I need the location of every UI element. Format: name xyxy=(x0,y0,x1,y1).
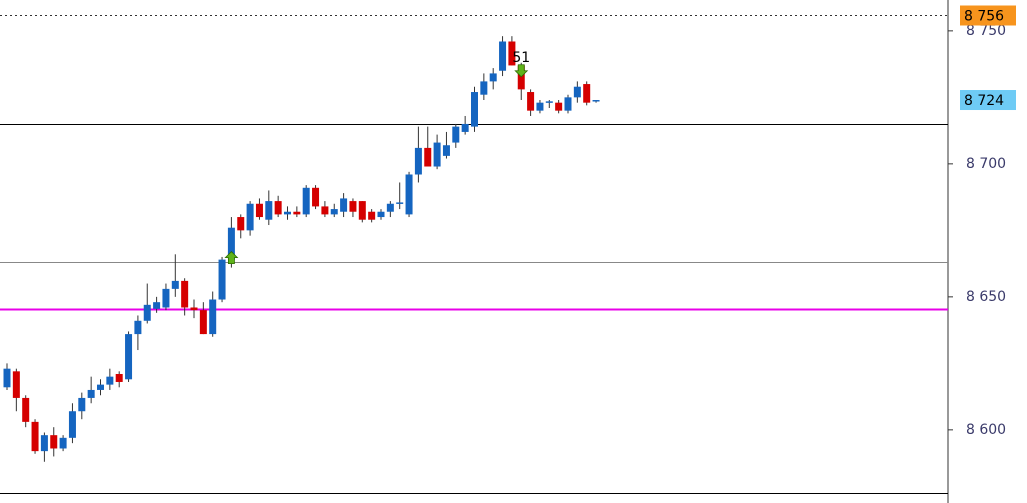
candle-body xyxy=(143,304,151,321)
candle-body xyxy=(115,373,123,382)
candle-body xyxy=(274,201,282,215)
candle-body xyxy=(78,397,86,412)
y-tick-label: 8 750 xyxy=(966,23,1006,39)
price-label-box xyxy=(960,5,1016,26)
candle-body xyxy=(40,435,48,452)
candle-body xyxy=(386,203,394,212)
candle-body xyxy=(508,41,516,66)
candle-body xyxy=(340,198,348,212)
candle-body xyxy=(302,187,310,215)
candle-body xyxy=(461,123,469,132)
candle-body xyxy=(59,437,67,449)
candle-body xyxy=(153,302,161,309)
y-tick-label: 8 650 xyxy=(966,289,1006,305)
candle-body xyxy=(405,174,413,215)
annotation: 51 xyxy=(512,50,530,66)
candle-body xyxy=(499,41,507,71)
candle-body xyxy=(255,203,263,218)
candle-body xyxy=(199,310,207,335)
candle-body xyxy=(87,389,95,398)
candle-body xyxy=(237,217,245,231)
candle-body xyxy=(293,211,301,215)
candle-body xyxy=(396,202,404,204)
candle-body xyxy=(414,147,422,175)
candle-body xyxy=(452,126,460,143)
candle-body xyxy=(527,92,535,111)
candle-body xyxy=(321,206,329,215)
candle-body xyxy=(190,307,198,311)
candle-body xyxy=(555,102,563,111)
candle-body xyxy=(564,97,572,111)
candle-body xyxy=(31,421,39,452)
candle-body xyxy=(442,145,450,156)
candle-body xyxy=(12,371,20,398)
candle-body xyxy=(424,147,432,167)
candle-body xyxy=(218,259,226,300)
candle-body xyxy=(22,397,30,422)
candle-body xyxy=(330,209,338,215)
candle-body xyxy=(209,299,217,335)
candle-body xyxy=(573,86,581,98)
price-label: 8 724 xyxy=(964,93,1004,109)
candle-body xyxy=(97,384,104,390)
candle-body xyxy=(480,81,488,95)
candle-body xyxy=(489,73,497,82)
candle-body xyxy=(68,411,76,438)
candle-body xyxy=(106,376,114,385)
candle-body xyxy=(50,435,58,449)
arrow-down xyxy=(514,64,529,78)
candle-body xyxy=(265,201,273,220)
candle-body xyxy=(181,280,189,308)
candle-body xyxy=(358,201,366,220)
candle-body xyxy=(349,201,357,212)
candle-body xyxy=(246,203,254,231)
price-label: 8 756 xyxy=(964,9,1004,25)
candle-body xyxy=(312,187,320,207)
y-tick-label: 8 700 xyxy=(966,156,1006,172)
y-tick-label: 8 600 xyxy=(966,422,1006,438)
candle-body xyxy=(377,211,385,218)
candle-body xyxy=(227,227,235,260)
candle-body xyxy=(125,334,133,380)
candle-body xyxy=(592,100,600,102)
candle-body xyxy=(3,368,11,388)
candle-body xyxy=(517,65,525,90)
price-label-box xyxy=(960,90,1016,111)
candle-body xyxy=(536,102,544,111)
candle-body xyxy=(162,288,170,308)
candle-body xyxy=(134,320,142,335)
candle-body xyxy=(545,101,553,103)
candle-body xyxy=(284,211,291,215)
candle-body xyxy=(368,211,376,220)
candle-body xyxy=(471,92,478,127)
candle-body xyxy=(171,280,179,289)
candle-body xyxy=(583,84,591,103)
candle-body xyxy=(433,142,441,167)
arrow-up xyxy=(224,251,239,264)
